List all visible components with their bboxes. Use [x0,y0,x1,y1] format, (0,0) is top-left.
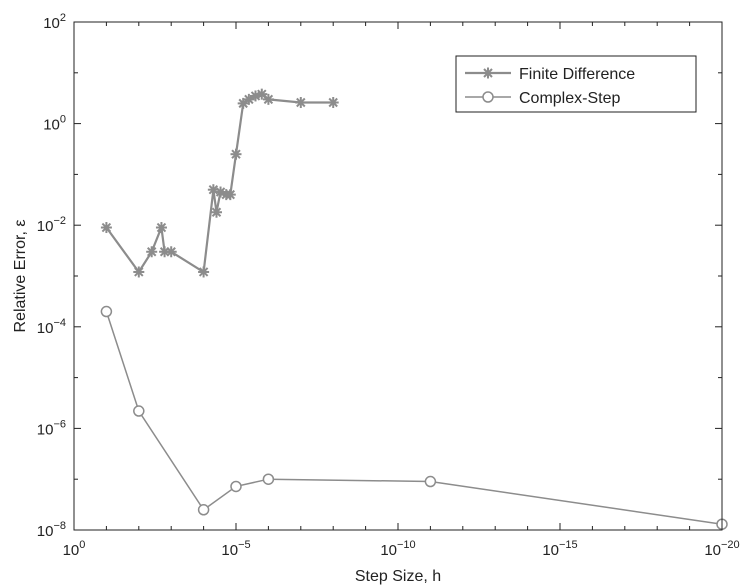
data-point [100,222,112,234]
x-tick-label: 10−15 [542,539,577,559]
x-tick-label: 100 [63,539,86,559]
x-tick-label-base: 10 [542,542,559,559]
y-tick-label-exp: 0 [60,114,66,126]
ticks-layer: 100 10−5 10−10 10−15 10−2010−810−610−410−210… [37,12,740,559]
data-point [133,405,145,417]
x-tick-label-base: 10 [63,542,80,559]
data-point-stroke [101,222,112,233]
data-point [230,480,242,493]
y-tick-label-base: 10 [43,15,60,32]
x-tick-label-base: 10 [221,542,238,559]
legend-marker [482,67,494,79]
y-tick-label-base: 10 [37,218,54,235]
x-tick-label-base: 10 [704,542,721,559]
data-point [100,305,113,318]
data-point [197,504,210,516]
y-tick-label: 102 [43,12,66,32]
y-tick-label-exp: −2 [53,215,66,227]
data-point-stroke [225,189,236,200]
x-axis-title: Step Size, h [355,568,441,585]
data-point [210,206,222,218]
legend-box [455,55,697,113]
data-point [230,148,242,160]
y-tick-label-base: 10 [37,421,54,438]
data-point-stroke [238,98,248,109]
y-tick-label-base: 10 [37,523,54,540]
data-point [165,246,177,258]
x-tick-label: 10−10 [380,539,415,559]
data-point [155,222,167,234]
legend-marker [482,91,494,103]
data-point-stroke [134,267,144,277]
y-tick-label-exp: −8 [53,520,66,532]
y-tick-label: 10−2 [37,215,66,235]
y-tick-label-base: 10 [37,320,54,337]
y-tick-label-base: 10 [43,117,60,134]
data-point [262,473,275,485]
data-point [146,246,158,258]
x-tick-label-exp: 0 [79,539,85,551]
y-tick-label: 10−8 [37,520,66,540]
data-point-stroke [296,97,306,108]
data-point-stroke [156,222,167,233]
x-tick-label-base: 10 [380,542,397,559]
data-point-stroke [146,247,157,257]
y-tick-label-exp: 2 [60,12,66,24]
legend-marker-stroke [483,68,493,78]
data-point [327,97,339,109]
legend-label: Complex-Step [519,90,620,107]
x-tick-label-exp: −5 [238,539,251,551]
data-point [237,97,249,109]
x-tick-label-exp: −20 [721,539,740,551]
legend: Finite Difference Complex-Step [455,55,697,113]
data-point-stroke [208,184,219,195]
data-point-stroke [166,247,176,257]
data-point [224,189,236,201]
data-point-stroke [328,97,338,108]
data-point [262,93,274,105]
x-tick-label-exp: −15 [559,539,578,551]
data-point [133,266,145,278]
y-tick-label: 10−4 [37,317,66,337]
data-point [424,475,437,488]
y-axis-title: Relative Error, ε [12,220,29,333]
x-tick-label: 10−5 [221,539,250,559]
data-point-stroke [211,207,222,217]
data-point-stroke [263,94,274,105]
x-tick-label: 10−20 [704,539,739,559]
data-point-stroke [257,89,267,99]
data-point-stroke [215,187,226,197]
x-tick-label-exp: −10 [397,539,416,551]
y-tick-label-exp: −4 [53,317,66,329]
data-point-stroke [198,267,209,277]
data-point-stroke [231,149,241,159]
data-point [295,97,307,109]
legend-label: Finite Difference [519,66,635,83]
y-tick-label-exp: −6 [53,418,66,430]
y-tick-label: 100 [43,114,66,134]
data-point [198,266,210,278]
y-tick-label: 10−6 [37,418,66,438]
